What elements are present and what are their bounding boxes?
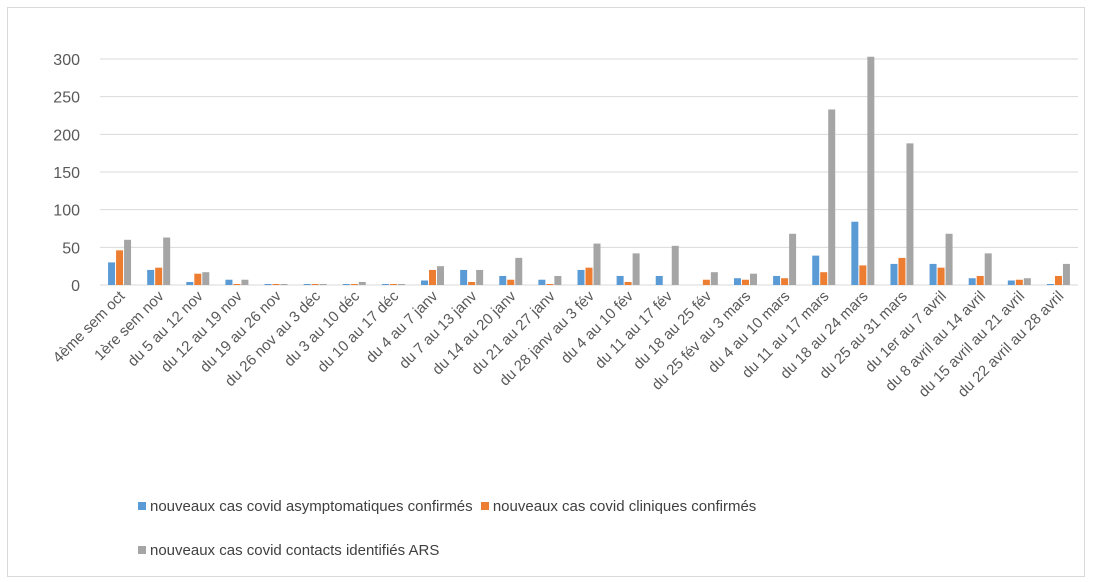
legend-swatch-orange bbox=[480, 502, 489, 510]
bar bbox=[202, 272, 210, 285]
y-tick-label: 50 bbox=[62, 240, 80, 257]
legend-item-contacts: nouveaux cas covid contacts identifiés A… bbox=[138, 542, 439, 559]
bar bbox=[421, 280, 429, 285]
bar bbox=[303, 284, 311, 285]
chart-frame bbox=[7, 7, 1085, 577]
y-tick-label: 0 bbox=[71, 278, 80, 295]
bar bbox=[554, 275, 562, 285]
bar bbox=[499, 275, 507, 285]
bar bbox=[968, 278, 976, 285]
legend-label: nouveaux cas covid asymptomatiques confi… bbox=[150, 497, 473, 515]
y-tick-label: 100 bbox=[53, 203, 80, 220]
legend-row-1: nouveaux cas covid asymptomatiques confi… bbox=[138, 497, 760, 515]
legend-swatch-blue bbox=[138, 502, 146, 510]
bar bbox=[460, 269, 468, 285]
bar bbox=[1007, 280, 1015, 285]
bar bbox=[577, 269, 585, 285]
bar bbox=[593, 243, 601, 285]
bar bbox=[546, 284, 554, 285]
bar bbox=[381, 284, 389, 285]
bar bbox=[233, 284, 241, 285]
bar bbox=[859, 265, 867, 285]
bar bbox=[186, 281, 194, 285]
bar bbox=[538, 279, 546, 285]
bar bbox=[280, 284, 288, 285]
bar bbox=[749, 273, 757, 285]
bar bbox=[585, 267, 593, 285]
bar bbox=[867, 56, 875, 285]
bar bbox=[851, 221, 859, 285]
bar bbox=[241, 279, 249, 285]
bar bbox=[624, 281, 632, 285]
legend-label: nouveaux cas covid cliniques confirmés bbox=[492, 497, 757, 515]
bar bbox=[155, 267, 163, 285]
bar bbox=[397, 284, 405, 285]
bar bbox=[163, 237, 171, 285]
bar bbox=[147, 269, 155, 285]
bar bbox=[225, 279, 233, 285]
bar bbox=[476, 269, 484, 285]
bar bbox=[702, 279, 710, 285]
bar bbox=[890, 263, 898, 285]
bar bbox=[389, 284, 397, 285]
bar bbox=[741, 279, 749, 285]
y-tick-label: 250 bbox=[53, 90, 80, 107]
bar bbox=[733, 278, 741, 285]
bar bbox=[616, 275, 624, 285]
legend-swatch-gray bbox=[138, 546, 146, 554]
y-tick-label: 150 bbox=[53, 165, 80, 182]
legend-item-asymptomatiques: nouveaux cas covid asymptomatiques confi… bbox=[138, 498, 473, 515]
bar bbox=[789, 233, 797, 285]
bar bbox=[272, 284, 280, 285]
bar bbox=[429, 269, 437, 285]
bar bbox=[945, 233, 953, 285]
bar bbox=[124, 239, 132, 285]
bar bbox=[937, 267, 945, 285]
bar bbox=[906, 143, 914, 285]
bar bbox=[194, 273, 202, 285]
bar bbox=[1015, 279, 1023, 285]
bar bbox=[632, 253, 640, 285]
bar bbox=[507, 279, 515, 285]
bar bbox=[350, 284, 358, 285]
bar bbox=[781, 278, 789, 285]
bar bbox=[342, 284, 350, 285]
bar bbox=[311, 284, 319, 285]
bar bbox=[1023, 278, 1031, 285]
bar bbox=[468, 281, 476, 285]
bar bbox=[898, 257, 906, 285]
bar bbox=[984, 253, 992, 285]
bar bbox=[108, 262, 116, 285]
bar bbox=[929, 263, 937, 285]
legend-item-cliniques: nouveaux cas covid cliniques confirmés bbox=[480, 497, 757, 515]
bar bbox=[671, 245, 679, 285]
bar bbox=[437, 266, 445, 285]
legend-label: nouveaux cas covid contacts identifiés A… bbox=[150, 541, 440, 559]
bar bbox=[515, 257, 523, 285]
bar bbox=[1046, 284, 1054, 285]
bar bbox=[358, 281, 366, 285]
bar bbox=[710, 272, 718, 285]
bar bbox=[655, 275, 663, 285]
legend-row-2: nouveaux cas covid contacts identifiés A… bbox=[138, 541, 443, 559]
bar bbox=[116, 250, 124, 285]
bar bbox=[976, 275, 984, 285]
y-tick-label: 300 bbox=[53, 52, 80, 69]
bar bbox=[773, 275, 781, 285]
bar bbox=[828, 109, 836, 286]
bar bbox=[264, 284, 272, 285]
bar bbox=[820, 272, 828, 285]
bar bbox=[812, 255, 820, 285]
bar bbox=[1062, 263, 1070, 285]
y-tick-label: 200 bbox=[53, 127, 80, 144]
bar bbox=[319, 284, 327, 285]
bar bbox=[1054, 275, 1062, 285]
